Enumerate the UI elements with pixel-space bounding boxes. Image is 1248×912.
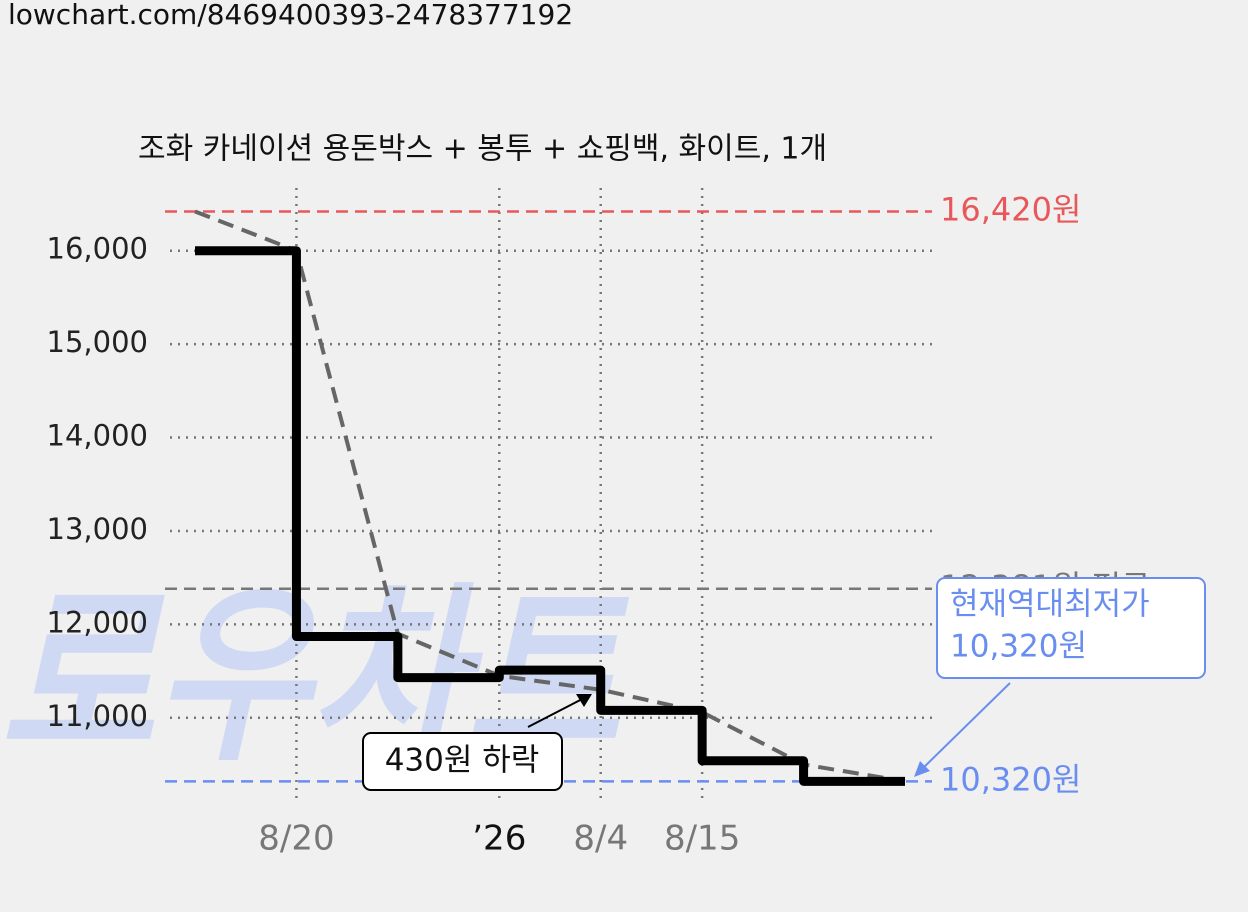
- y-tick-label: 15,000: [47, 325, 148, 359]
- callout-text: 현재역대최저가: [950, 587, 1150, 623]
- annotation-box: [362, 732, 563, 791]
- plot: 11,000 12,000 13,000 14,000 15,000 16,000 8/20…: [47, 188, 1206, 859]
- reference-label: 16,420원: [940, 190, 1081, 228]
- chart-title: 조화 카네이션 용돈박스 + 봉투 + 쇼핑백, 화이트, 1개: [138, 132, 827, 167]
- annotation-arrow: [527, 695, 589, 728]
- arrow-head: [914, 761, 930, 777]
- x-tick-label: 8/15: [664, 819, 740, 859]
- y-tick-label: 11,000: [47, 699, 148, 733]
- reference-label: 10,320원: [940, 760, 1081, 798]
- y-tick-label: 16,000: [47, 232, 148, 266]
- x-tick-label: 8/20: [258, 819, 334, 859]
- x-tick-label: ’26: [472, 819, 526, 859]
- callout-text: 10,320원: [950, 629, 1087, 665]
- annotation-text: 430원 하락: [385, 743, 540, 779]
- url: lowchart.com/8469400393-2478377192: [8, 0, 573, 31]
- price-step-line: [195, 246, 906, 786]
- callout-box: [936, 577, 1206, 679]
- y-tick-label: 12,000: [47, 605, 148, 639]
- y-tick-label: 14,000: [47, 419, 148, 453]
- arrow-head: [576, 694, 592, 707]
- x-tick-label: 8/4: [573, 819, 628, 859]
- trend-line: [194, 209, 906, 784]
- y-tick-label: 13,000: [47, 512, 148, 546]
- callout-arrow: [919, 682, 1011, 772]
